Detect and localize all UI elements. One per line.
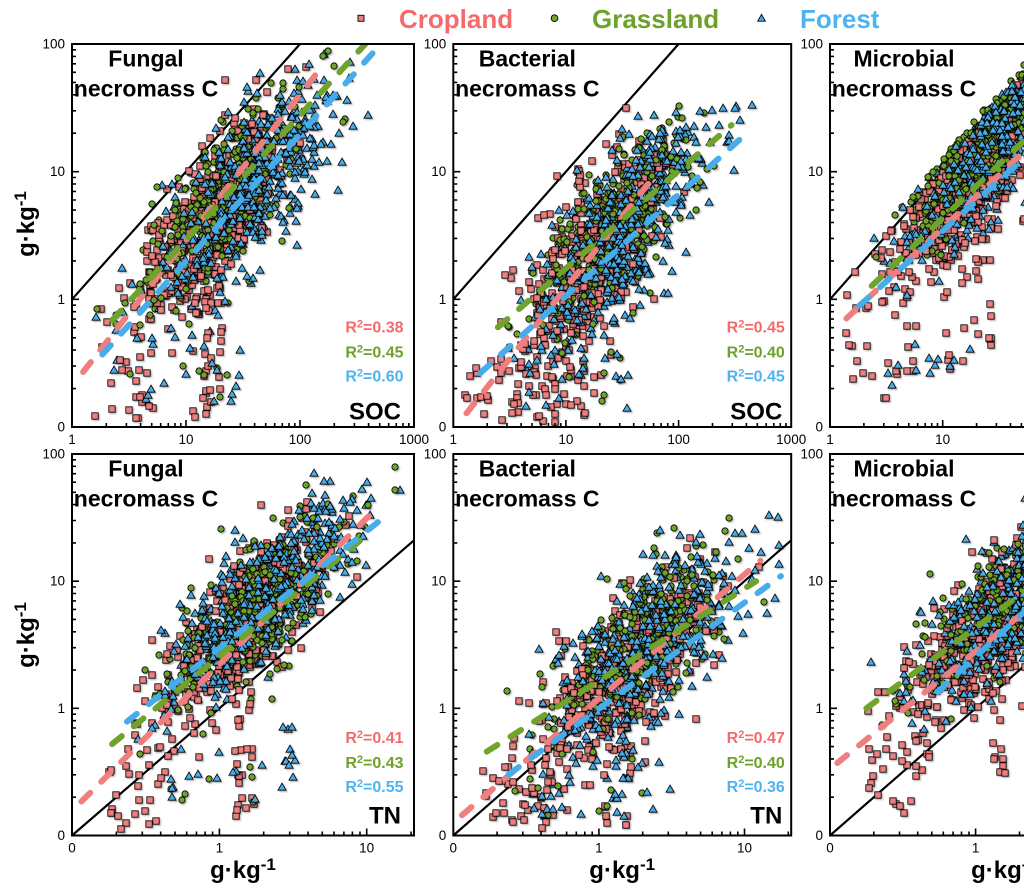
- svg-text:0: 0: [57, 828, 65, 843]
- svg-text:R2=0.43: R2=0.43: [345, 754, 403, 772]
- svg-text:1000: 1000: [399, 432, 429, 447]
- svg-text:R2=0.60: R2=0.60: [345, 368, 403, 386]
- svg-text:Forest: Forest: [800, 4, 880, 34]
- svg-text:100: 100: [667, 432, 690, 447]
- svg-text:TN: TN: [369, 803, 401, 830]
- svg-text:necromass C: necromass C: [74, 486, 218, 512]
- svg-text:Fungal: Fungal: [108, 45, 183, 71]
- svg-text:Microbial: Microbial: [854, 45, 955, 71]
- svg-text:10: 10: [808, 164, 823, 179]
- svg-text:1: 1: [439, 701, 447, 716]
- svg-text:1: 1: [450, 432, 458, 447]
- svg-text:100: 100: [800, 447, 823, 462]
- svg-text:1: 1: [57, 292, 65, 307]
- svg-text:10: 10: [178, 432, 193, 447]
- svg-text:SOC: SOC: [730, 399, 782, 426]
- svg-text:R2=0.45: R2=0.45: [345, 344, 403, 362]
- svg-text:R2=0.45: R2=0.45: [727, 368, 785, 386]
- svg-text:R2=0.36: R2=0.36: [727, 778, 785, 796]
- svg-text:100: 100: [42, 447, 65, 462]
- svg-text:0: 0: [57, 420, 65, 435]
- svg-text:Bacterial: Bacterial: [479, 455, 576, 481]
- svg-text:Microbial: Microbial: [854, 455, 955, 481]
- svg-text:Cropland: Cropland: [399, 4, 513, 34]
- svg-text:10: 10: [359, 841, 374, 856]
- svg-text:100: 100: [424, 37, 447, 52]
- svg-text:0: 0: [815, 828, 823, 843]
- svg-text:100: 100: [424, 447, 447, 462]
- svg-text:10: 10: [50, 574, 65, 589]
- svg-text:R2=0.45: R2=0.45: [727, 319, 785, 337]
- svg-text:R2=0.47: R2=0.47: [727, 729, 785, 747]
- svg-text:R2=0.40: R2=0.40: [727, 754, 785, 772]
- svg-text:100: 100: [800, 37, 823, 52]
- svg-text:necromass C: necromass C: [455, 486, 599, 512]
- svg-text:1: 1: [972, 841, 980, 856]
- svg-text:10: 10: [737, 841, 752, 856]
- svg-text:1: 1: [57, 701, 65, 716]
- svg-text:1: 1: [815, 701, 823, 716]
- svg-text:1: 1: [216, 841, 224, 856]
- svg-text:TN: TN: [750, 803, 782, 830]
- svg-text:0: 0: [450, 841, 458, 856]
- svg-text:10: 10: [50, 164, 65, 179]
- svg-text:Bacterial: Bacterial: [479, 45, 576, 71]
- svg-text:10: 10: [558, 432, 573, 447]
- svg-text:R2=0.38: R2=0.38: [345, 319, 403, 337]
- svg-text:100: 100: [289, 432, 312, 447]
- svg-text:Grassland: Grassland: [592, 4, 719, 34]
- svg-text:0: 0: [826, 841, 834, 856]
- svg-text:necromass C: necromass C: [832, 486, 976, 512]
- svg-text:0: 0: [68, 841, 76, 856]
- svg-text:10: 10: [935, 432, 950, 447]
- svg-text:1: 1: [595, 841, 603, 856]
- svg-text:1: 1: [439, 292, 447, 307]
- svg-text:100: 100: [42, 37, 65, 52]
- svg-text:10: 10: [808, 574, 823, 589]
- svg-text:0: 0: [815, 420, 823, 435]
- svg-text:R2=0.41: R2=0.41: [345, 729, 403, 747]
- svg-text:10: 10: [431, 574, 446, 589]
- svg-text:R2=0.40: R2=0.40: [727, 344, 785, 362]
- svg-text:necromass C: necromass C: [832, 76, 976, 102]
- svg-text:R2=0.55: R2=0.55: [345, 778, 403, 796]
- svg-text:necromass C: necromass C: [455, 76, 599, 102]
- svg-text:1000: 1000: [776, 432, 806, 447]
- svg-text:1: 1: [815, 292, 823, 307]
- svg-text:10: 10: [431, 164, 446, 179]
- svg-text:SOC: SOC: [349, 399, 401, 426]
- svg-text:0: 0: [439, 420, 447, 435]
- svg-text:0: 0: [439, 828, 447, 843]
- svg-text:1: 1: [826, 432, 834, 447]
- svg-text:g·kg-1: g·kg-1: [971, 855, 1024, 884]
- svg-text:1: 1: [68, 432, 76, 447]
- svg-text:Fungal: Fungal: [108, 455, 183, 481]
- svg-text:necromass C: necromass C: [74, 76, 218, 102]
